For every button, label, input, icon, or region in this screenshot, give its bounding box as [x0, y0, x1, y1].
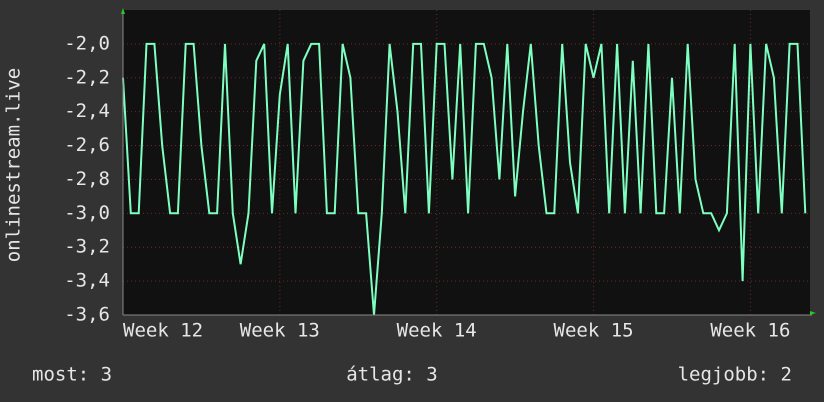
- y-tick-label: -2,4: [64, 100, 110, 122]
- y-tick-label: -2,2: [64, 66, 110, 88]
- x-tick-label: Week 12: [123, 320, 203, 342]
- x-tick-label: Week 14: [397, 320, 477, 342]
- y-tick-label: -3,4: [64, 270, 110, 292]
- y-tick-label: -2,0: [64, 32, 110, 54]
- footer-average: átlag: 3: [346, 364, 438, 386]
- x-tick-label: Week 13: [240, 320, 320, 342]
- y-tick-label: -2,6: [64, 134, 110, 156]
- x-tick-label: Week 16: [710, 320, 790, 342]
- footer-now: most: 3: [32, 364, 112, 386]
- footer-best: legjobb: 2: [678, 364, 792, 386]
- x-tick-label: Week 15: [554, 320, 634, 342]
- y-axis-label: onlinestream.live: [3, 68, 25, 262]
- data-line: [122, 42, 807, 316]
- y-tick-label: -3,2: [64, 236, 110, 258]
- y-arrow: [121, 8, 125, 14]
- x-arrow: [810, 311, 816, 315]
- plot: [122, 42, 807, 316]
- y-tick-label: -3,0: [64, 202, 110, 224]
- y-tick-label: -3,6: [64, 304, 110, 326]
- y-tick-label: -2,8: [64, 168, 110, 190]
